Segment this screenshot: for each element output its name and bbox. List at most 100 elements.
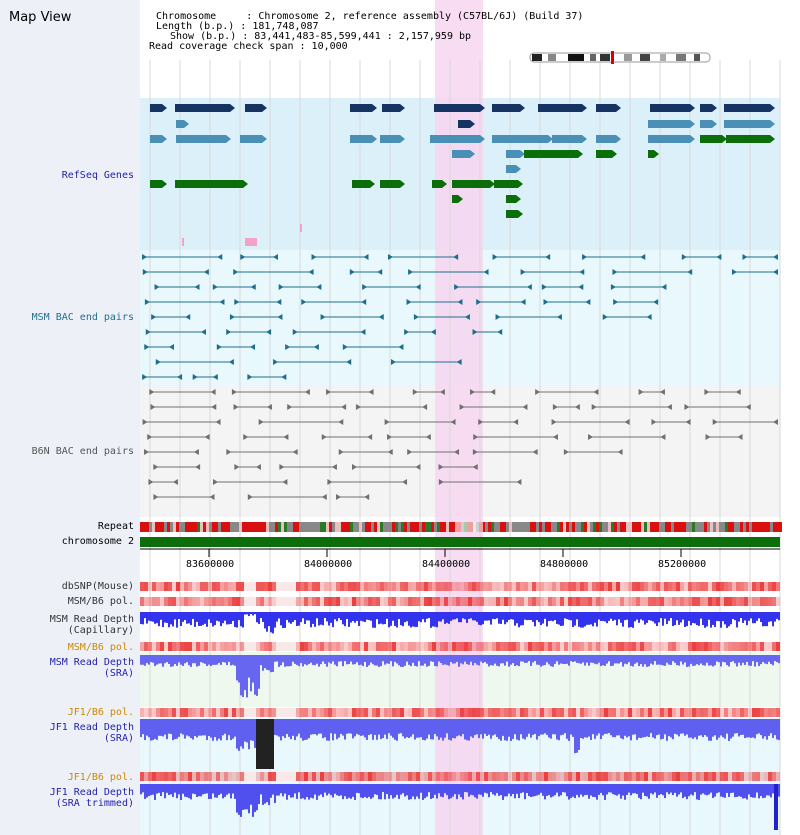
msm-capillary-depth-bar (528, 612, 530, 621)
msm-capillary-depth-bar (488, 612, 490, 621)
jf1-pol-cell (752, 708, 756, 717)
dbsnp-cell (392, 582, 396, 591)
gene-arrow (400, 104, 405, 112)
jf1-pol2-cell (432, 772, 436, 781)
track-label-msm-b6-pol-2[interactable]: MSM/B6 pol. (67, 642, 134, 653)
msm-bac-pair-end (408, 269, 414, 275)
track-label-msm-b6-pol[interactable]: MSM/B6 pol. (67, 596, 134, 607)
jf1-trimmed-depth-bar (406, 784, 408, 796)
jf1-sra-depth-bar (690, 719, 692, 738)
msm-bac-pair-end (579, 269, 585, 275)
repeat-segment (278, 522, 281, 532)
msm-sra-depth-bar (494, 655, 496, 664)
repeat-segment (533, 522, 536, 532)
repeat-segment (254, 522, 257, 532)
track-label-jf1-depth-sra[interactable]: JF1 Read Depth (SRA) (49, 722, 134, 744)
msm-capillary-depth-bar (284, 612, 286, 628)
dbsnp-cell (516, 582, 520, 591)
track-label-jf1-b6-pol-2[interactable]: JF1/B6 pol. (67, 772, 134, 783)
track-label-chromosome[interactable]: chromosome 2 (61, 536, 134, 547)
repeat-segment (548, 522, 551, 532)
repeat-segment (677, 522, 680, 532)
jf1-sra-depth-bar (632, 719, 634, 735)
msm-pol-cell (760, 597, 764, 606)
dbsnp-cell (668, 582, 672, 591)
jf1-trimmed-depth-bar (582, 784, 584, 797)
msm-capillary-depth-bar (700, 612, 702, 619)
jf1-trimmed-depth-bar (254, 784, 256, 812)
msm-pol-cell (412, 597, 416, 606)
msm-pol-cell (288, 597, 292, 606)
jf1-trimmed-depth-bar (708, 784, 710, 795)
track-label-repeat[interactable]: Repeat (97, 521, 134, 532)
msm-capillary-depth-bar (346, 612, 348, 619)
repeat-segment (398, 522, 401, 532)
b6n-bac-pair-end (745, 404, 751, 410)
msm-pol2-cell (332, 642, 336, 651)
refseq-gene (648, 135, 690, 143)
jf1-pol2-cell (396, 772, 400, 781)
repeat-segment (509, 522, 512, 532)
jf1-trimmed-depth-bar (682, 784, 684, 799)
track-label-jf1-b6-pol[interactable]: JF1/B6 pol. (67, 707, 134, 718)
msm-capillary-depth-bar (226, 612, 228, 625)
b6n-bac-pair-end (150, 404, 156, 410)
msm-capillary-depth-bar (310, 612, 312, 628)
msm-sra-depth-bar (470, 655, 472, 662)
jf1-pol-cell (396, 708, 400, 717)
track-label-b6n-bac[interactable]: B6N BAC end pairs (31, 446, 134, 457)
msm-sra-depth-bar (368, 655, 370, 666)
track-label-msm-depth-sra[interactable]: MSM Read Depth (SRA) (49, 657, 134, 679)
repeat-segment (719, 522, 722, 532)
track-label-dbsnp[interactable]: dbSNP(Mouse) (61, 581, 134, 592)
b6n-bac-pair-end (195, 464, 201, 470)
b6n-bac-pair-end (659, 389, 665, 395)
msm-sra-depth-bar (394, 655, 396, 662)
msm-pol-cell (712, 597, 716, 606)
track-label-msm-bac[interactable]: MSM BAC end pairs (31, 312, 134, 323)
msm-capillary-depth-bar (658, 612, 660, 623)
msm-sra-depth-bar (528, 655, 530, 662)
msm-sra-depth-bar (728, 655, 730, 667)
msm-pol2-cell (496, 642, 500, 651)
jf1-pol2-cell (224, 772, 228, 781)
jf1-sra-depth-bar (158, 719, 160, 736)
dbsnp-cell (768, 582, 772, 591)
jf1-sra-depth-bar (368, 719, 370, 735)
jf1-trimmed-depth-bar (620, 784, 622, 799)
repeat-segment (209, 522, 212, 532)
msm-pol-cell (600, 597, 604, 606)
jf1-pol-cell (404, 708, 408, 717)
track-label-refseq[interactable]: RefSeq Genes (61, 170, 134, 181)
repeat-segment (233, 522, 236, 532)
jf1-trimmed-depth-bar (334, 784, 336, 794)
msm-capillary-depth-bar (332, 612, 334, 628)
msm-pol2-cell (472, 642, 476, 651)
jf1-trimmed-depth-bar (354, 784, 356, 800)
track-label-msm-depth-capillary[interactable]: MSM Read Depth (Capillary) (49, 614, 134, 636)
repeat-segment (572, 522, 575, 532)
dbsnp-cell (508, 582, 512, 591)
repeat-segment (365, 522, 368, 532)
jf1-pol-cell (408, 708, 412, 717)
jf1-pol-cell (388, 708, 392, 717)
jf1-trimmed-depth-bar (630, 784, 632, 796)
repeat-segment (428, 522, 431, 532)
msm-capillary-depth-bar (508, 612, 510, 620)
msm-capillary-depth-bar (418, 612, 420, 622)
msm-capillary-depth-bar (582, 612, 584, 628)
dbsnp-cell (384, 582, 388, 591)
track-label-jf1-depth-trimmed[interactable]: JF1 Read Depth (SRA trimmed) (49, 787, 134, 809)
msm-pol2-cell (172, 642, 176, 651)
jf1-sra-depth-bar (542, 719, 544, 735)
msm-pol-cell (492, 597, 496, 606)
jf1-sra-depth-bar (414, 719, 416, 740)
jf1-sra-depth-bar (682, 719, 684, 734)
msm-capillary-depth-bar (422, 612, 424, 620)
b6n-bac-pair-end (574, 404, 580, 410)
gene-arrow (516, 165, 521, 173)
gene-arrow (470, 150, 475, 158)
repeat-segment (431, 522, 434, 532)
axis-tick-label: 85200000 (658, 559, 707, 570)
msm-bac-pair-end (453, 254, 459, 260)
